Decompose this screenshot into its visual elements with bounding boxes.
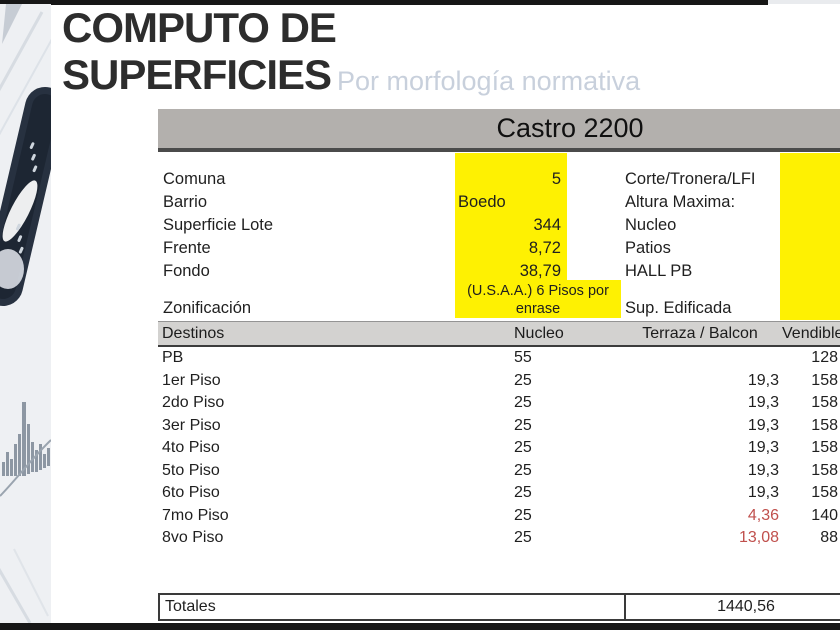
cell-destino: 1er Piso	[162, 371, 221, 389]
cell-terraza: 19,3	[747, 371, 779, 389]
table-row-7mo-piso: 7mo Piso 25 4,36 140	[158, 505, 840, 528]
totals-row: Totales 1440,56	[158, 593, 840, 621]
label-zonificacion: Zonificación	[163, 299, 252, 317]
label-corte-tronera-lfi: Corte/Tronera/LFI	[625, 170, 756, 188]
table-row-5to-piso: 5to Piso 25 19,3 158	[158, 460, 840, 483]
label-altura-maxima: Altura Maxima:	[625, 193, 736, 211]
table-header-row: Destinos Nucleo Terraza / Balcon Vendibl…	[158, 321, 840, 347]
value-comuna: 5	[551, 170, 561, 188]
page-title-line1: COMPUTO DE	[62, 4, 337, 51]
cell-terraza: 19,3	[747, 416, 779, 434]
spreadsheet-table: Castro 2200 Comuna Barrio Superficie Lot…	[158, 109, 840, 624]
label-hall-pb: HALL PB	[625, 262, 693, 280]
cell-vendible: 88	[820, 529, 838, 546]
column-header-vendible: Vendible	[782, 325, 840, 342]
cell-destino: 8vo Piso	[162, 529, 224, 546]
column-header-terraza-balcon: Terraza / Balcon	[642, 325, 758, 342]
table-title-bar: Castro 2200	[158, 109, 840, 152]
cell-nucleo: 25	[514, 484, 532, 501]
table-row-8vo-piso: 8vo Piso 25 13,08 88	[158, 527, 840, 550]
table-row-2do-piso: 2do Piso 25 19,3 158	[158, 392, 840, 415]
highlight-column-values	[455, 153, 567, 280]
cell-nucleo: 25	[514, 416, 532, 434]
cell-terraza-negative: 13,08	[738, 529, 779, 546]
value-frente: 8,72	[528, 239, 561, 257]
top-frame-bar	[0, 0, 768, 5]
cell-nucleo: 25	[514, 529, 532, 546]
highlight-column-right	[780, 153, 840, 320]
label-superficie-lote: Superficie Lote	[163, 216, 274, 234]
cell-vendible: 158	[811, 439, 838, 456]
table-body: PB 55 128 1er Piso 25 19,3 158 2do Piso …	[158, 347, 840, 550]
cell-destino: 3er Piso	[162, 416, 221, 434]
column-header-nucleo: Nucleo	[514, 325, 564, 342]
label-sup-edificada: Sup. Edificada	[625, 299, 732, 317]
value-zonificacion-line1: (U.S.A.A.) 6 Pisos por	[467, 283, 609, 299]
totals-label: Totales	[165, 598, 216, 615]
value-superficie-lote: 344	[533, 216, 561, 234]
cell-nucleo: 25	[514, 506, 532, 524]
cell-terraza	[620, 347, 779, 370]
value-barrio: Boedo	[458, 193, 506, 211]
label-comuna: Comuna	[163, 170, 226, 188]
label-nucleo: Nucleo	[625, 216, 677, 234]
cell-terraza-negative: 4,36	[747, 506, 779, 524]
decorative-left-image	[0, 4, 65, 624]
cell-destino: 2do Piso	[162, 394, 225, 411]
value-zonificacion: (U.S.A.A.) 6 Pisos por enrase	[455, 280, 621, 318]
table-row-3er-piso: 3er Piso 25 19,3 158	[158, 415, 840, 438]
cell-destino: 7mo Piso	[162, 506, 229, 524]
cell-vendible: 158	[811, 461, 838, 479]
cell-nucleo: 25	[514, 461, 532, 479]
label-fondo: Fondo	[163, 262, 210, 280]
value-fondo: 38,79	[519, 262, 561, 280]
table-row-4to-piso: 4to Piso 25 19,3 158	[158, 437, 840, 460]
column-header-destinos: Destinos	[162, 325, 225, 342]
bottom-frame-bar	[0, 623, 840, 630]
cell-terraza: 19,3	[747, 439, 779, 456]
cell-vendible: 128	[811, 349, 838, 366]
cell-nucleo: 25	[514, 439, 532, 456]
watch-photo-strip-icon	[0, 4, 65, 624]
page-title: COMPUTO DE SUPERFICIES	[62, 4, 362, 98]
label-barrio: Barrio	[163, 193, 208, 211]
cell-terraza: 19,3	[747, 484, 779, 501]
cell-vendible: 158	[811, 394, 838, 411]
cell-destino: 6to Piso	[162, 484, 220, 501]
table-row-6to-piso: 6to Piso 25 19,3 158	[158, 482, 840, 505]
page-subtitle: Por morfología normativa	[337, 66, 641, 96]
cell-vendible: 158	[811, 371, 838, 389]
cell-destino: 5to Piso	[162, 461, 220, 479]
cell-vendible: 140	[811, 506, 838, 524]
label-frente: Frente	[163, 239, 211, 257]
cell-nucleo: 25	[514, 394, 532, 411]
cell-terraza: 19,3	[747, 394, 779, 411]
totals-cell-divider	[624, 595, 626, 619]
cell-destino: PB	[162, 349, 184, 366]
cell-nucleo: 55	[514, 349, 532, 366]
label-patios: Patios	[625, 239, 671, 257]
cell-nucleo: 25	[514, 371, 532, 389]
value-zonificacion-line2: enrase	[515, 301, 561, 317]
table-row-pb: PB 55 128	[158, 347, 840, 370]
cell-destino: 4to Piso	[162, 439, 220, 456]
totals-value: 1440,56	[717, 598, 775, 615]
page-title-line2: SUPERFICIES	[62, 51, 332, 98]
top-frame-bar-gap	[768, 0, 840, 4]
cell-terraza: 19,3	[747, 461, 779, 479]
cell-vendible: 158	[811, 416, 838, 434]
cell-vendible: 158	[811, 484, 838, 501]
table-row-1er-piso: 1er Piso 25 19,3 158	[158, 370, 840, 393]
